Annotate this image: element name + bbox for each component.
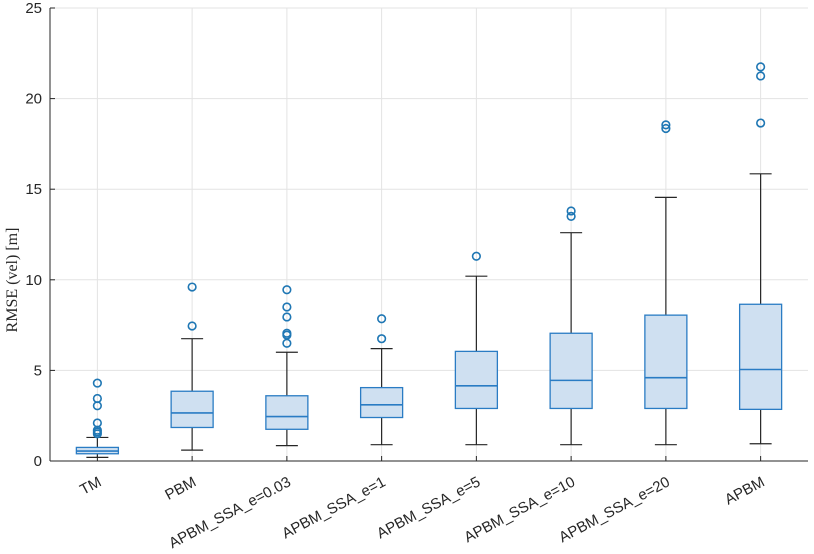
outlier-point: [756, 118, 766, 128]
box-group: [170, 282, 214, 451]
box-group: [549, 206, 593, 446]
box-group: [738, 62, 783, 445]
box-group: [454, 251, 499, 446]
outlier-point: [282, 328, 292, 338]
box-iqr: [265, 395, 309, 430]
outlier-point: [661, 120, 671, 130]
y-axis-label: RMSE (vel) [m]: [4, 228, 21, 333]
box-group: [644, 120, 688, 446]
y-tick-label: 25: [25, 0, 42, 17]
y-axis-ticks: 0 5 10 15 20 25: [25, 0, 762, 470]
box-series: [75, 62, 783, 458]
outlier-point: [756, 71, 766, 81]
outlier-point: [566, 206, 576, 216]
box-iqr: [738, 303, 783, 411]
outlier-point: [282, 285, 292, 295]
box-iqr: [359, 386, 404, 419]
outlier-point: [471, 251, 481, 261]
box-iqr: [170, 390, 214, 429]
outlier-point: [282, 302, 292, 312]
outlier-point: [661, 123, 671, 134]
y-tick-label: 0: [34, 453, 42, 470]
outlier-point: [187, 282, 197, 292]
outlier-point: [756, 62, 766, 72]
box-group: [359, 314, 404, 446]
outlier-point: [566, 211, 576, 221]
outlier-point: [282, 312, 292, 322]
box-group: [265, 285, 309, 447]
box-iqr: [549, 332, 593, 410]
y-tick-label: 15: [25, 181, 42, 198]
y-tick-label: 20: [25, 91, 42, 108]
outlier-point: [377, 314, 387, 324]
outlier-point: [92, 393, 102, 404]
outlier-point: [187, 321, 197, 331]
y-tick-label: 5: [34, 362, 42, 379]
outlier-point: [92, 418, 102, 428]
box-iqr: [644, 314, 688, 410]
outlier-point: [377, 334, 387, 344]
box-iqr: [454, 350, 499, 410]
outlier-point: [92, 378, 102, 388]
box-group: [75, 378, 120, 458]
y-tick-label: 10: [25, 272, 42, 289]
